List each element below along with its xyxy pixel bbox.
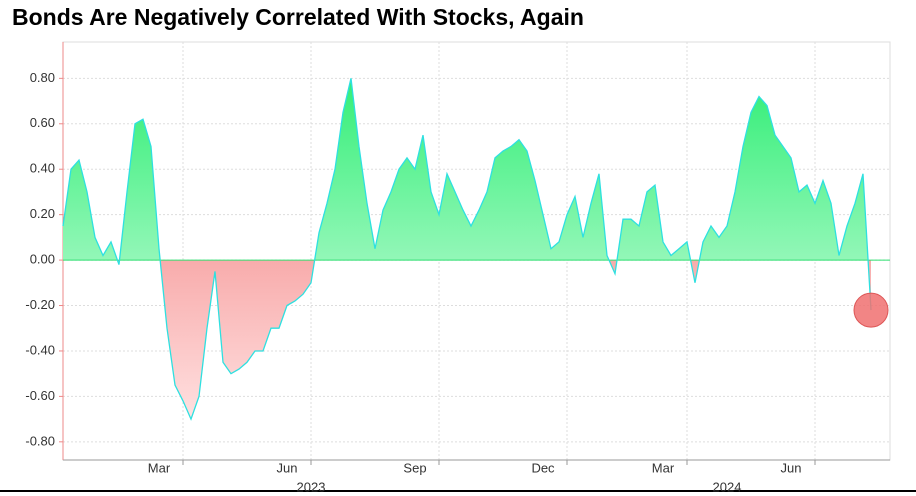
x-tick-label: Jun	[277, 460, 298, 475]
y-tick-label: -0.40	[25, 342, 55, 357]
negative-area	[63, 260, 871, 420]
last-value-marker	[853, 292, 889, 328]
x-tick-label: Mar	[148, 460, 171, 475]
y-tick-label: 0.40	[30, 161, 55, 176]
y-tick-label: -0.80	[25, 433, 55, 448]
positive-area	[63, 78, 869, 261]
series-line	[62, 78, 872, 421]
chart-title: Bonds Are Negatively Correlated With Sto…	[12, 4, 584, 30]
x-tick-label: Jun	[781, 460, 802, 475]
y-tick-label: -0.60	[25, 388, 55, 403]
x-tick-label: Sep	[403, 460, 426, 475]
x-tick-label: Dec	[531, 460, 555, 475]
x-tick-label: Mar	[652, 460, 675, 475]
year-label: 2024	[713, 479, 742, 494]
year-label: 2023	[297, 479, 326, 494]
y-tick-label: 0.00	[30, 252, 55, 267]
y-tick-label: -0.20	[25, 297, 55, 312]
y-tick-label: 0.20	[30, 206, 55, 221]
y-tick-label: 0.80	[30, 70, 55, 85]
y-tick-label: 0.60	[30, 115, 55, 130]
